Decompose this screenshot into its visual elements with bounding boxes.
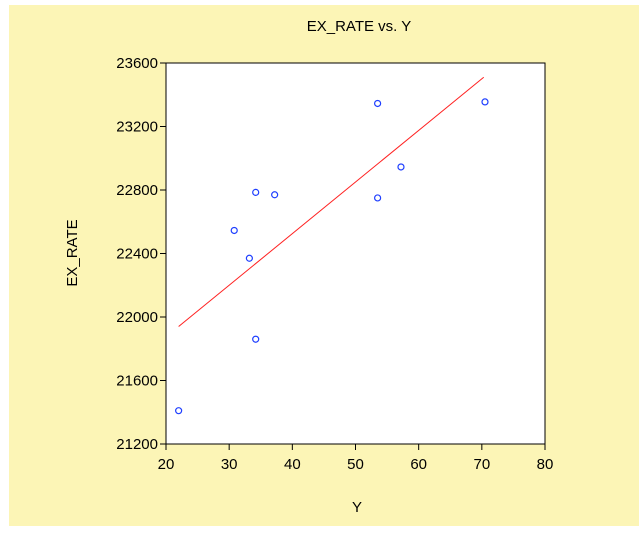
data-point xyxy=(481,98,489,106)
data-point xyxy=(175,407,183,415)
data-point xyxy=(374,194,382,202)
data-point xyxy=(271,191,279,199)
x-tick-label: 50 xyxy=(347,456,364,473)
data-point xyxy=(374,99,382,108)
scatter-chart: EX_RATE vs. Y Y EX_RATE 20 30 40 50 60 70 80 21… xyxy=(9,5,639,526)
regression-fit xyxy=(178,76,485,327)
fit-line xyxy=(178,76,485,327)
y-tick-label: 21600 xyxy=(116,373,158,390)
chart-title: EX_RATE vs. Y xyxy=(307,18,411,35)
x-tick-label: 40 xyxy=(284,456,301,473)
chart-panel: EX_RATE vs. Y Y EX_RATE 20 30 40 50 60 70 80 21… xyxy=(9,5,639,526)
data-point xyxy=(245,254,253,262)
data-point xyxy=(252,335,260,343)
data-point xyxy=(230,226,238,235)
y-tick-label: 22000 xyxy=(116,309,158,326)
x-tick-label: 80 xyxy=(537,456,554,473)
y-tick-label: 22800 xyxy=(116,182,158,199)
data-point xyxy=(397,163,405,171)
y-tick-label: 22400 xyxy=(116,246,158,263)
y-tick-label: 21200 xyxy=(116,436,158,453)
x-tick-label: 30 xyxy=(221,456,238,473)
axis-ticks: 20 30 40 50 60 70 80 21200 21600 22000 22400 22800 2… xyxy=(116,55,553,473)
x-tick-label: 20 xyxy=(158,456,175,473)
x-tick-label: 70 xyxy=(473,456,490,473)
plot-area xyxy=(165,62,546,445)
y-tick-label: 23200 xyxy=(116,119,158,136)
x-tick-label: 60 xyxy=(410,456,427,473)
data-points xyxy=(175,98,489,415)
x-axis-label: Y xyxy=(352,499,362,516)
data-point xyxy=(252,188,260,196)
y-tick-label: 23600 xyxy=(116,55,158,72)
y-axis-label: EX_RATE xyxy=(64,219,81,286)
